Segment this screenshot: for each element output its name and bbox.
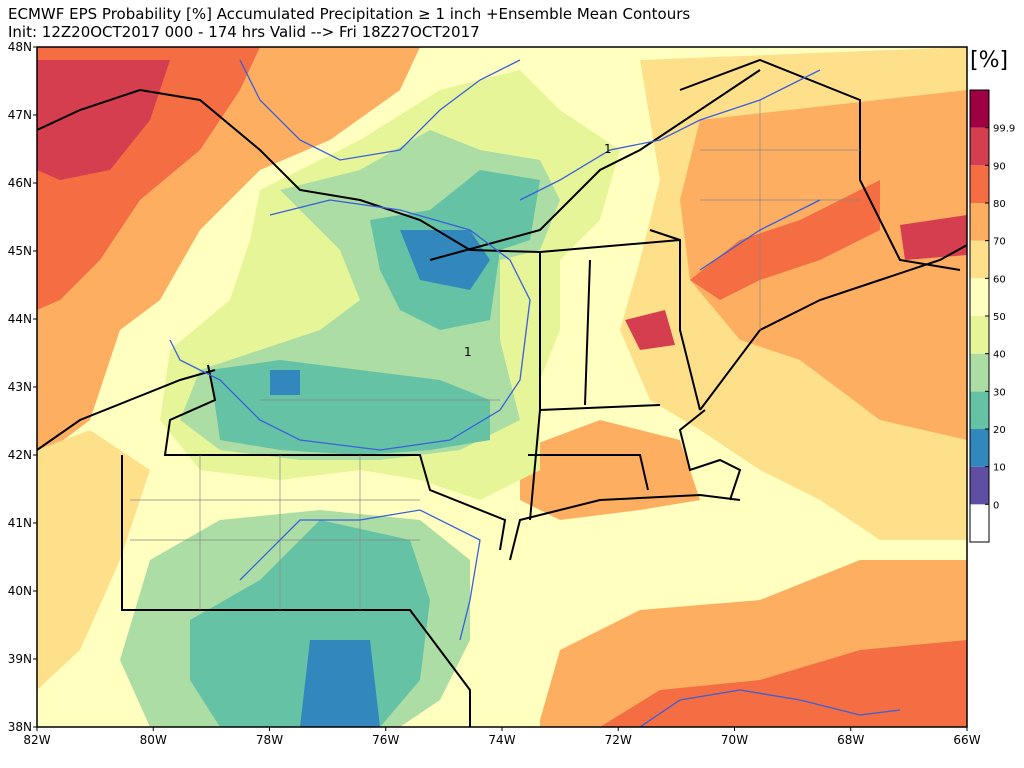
lat-label: 47N	[8, 108, 32, 122]
lat-label: 39N	[8, 652, 32, 666]
lon-label: 72W	[605, 733, 632, 747]
colorbar-segment	[970, 504, 989, 542]
lon-label: 74W	[488, 733, 515, 747]
title-line-2: Init: 12Z20OCT2017 000 - 174 hrs Valid -…	[8, 23, 480, 41]
colorbar-tick-label: 70	[993, 237, 1006, 248]
colorbar-segment	[970, 466, 989, 505]
colorbar-segment	[970, 278, 989, 316]
colorbar-tick-label: 20	[993, 425, 1006, 436]
lon-label: 76W	[372, 733, 399, 747]
lat-label: 46N	[8, 176, 32, 190]
lat-label: 42N	[8, 448, 32, 462]
lat-label: 48N	[8, 40, 32, 54]
colorbar-tick-label: 90	[993, 161, 1006, 172]
probability-field: 1 1	[37, 47, 967, 727]
contour-label: 1	[464, 345, 472, 359]
lat-label: 43N	[8, 380, 32, 394]
lat-label: 44N	[8, 312, 32, 326]
axes: 82W 80W 78W 76W 74W 72W 70W 68W 66W 48N 47N 46N 45N 4…	[8, 40, 981, 747]
colorbar-tick-label: 40	[993, 350, 1006, 361]
colorbar-tick-label: 0	[993, 500, 999, 511]
colorbar-tick-label: 50	[993, 312, 1006, 323]
colorbar-segment	[970, 240, 989, 279]
colorbar-segment	[970, 90, 989, 128]
title-line-1: ECMWF EPS Probability [%] Accumulated Pr…	[8, 5, 690, 23]
lon-label: 70W	[721, 733, 748, 747]
lat-label: 38N	[8, 720, 32, 734]
lat-label: 45N	[8, 244, 32, 258]
colorbar-tick-label: 10	[993, 463, 1006, 474]
lat-label: 41N	[8, 516, 32, 530]
colorbar-segment	[970, 353, 989, 392]
lon-label: 80W	[140, 733, 167, 747]
colorbar-segment	[970, 165, 989, 203]
colorbar-segment	[970, 391, 989, 429]
lon-label: 66W	[953, 733, 980, 747]
lat-label: 40N	[8, 584, 32, 598]
colorbar-label: [%]	[970, 48, 1008, 73]
colorbar-segment	[970, 316, 989, 354]
contour-label: 1	[604, 142, 612, 156]
lon-label: 78W	[256, 733, 283, 747]
colorbar: 0 10 20 30 40 50 60 70 80 90 99.9	[969, 89, 1015, 543]
colorbar-tick-label: 60	[993, 274, 1006, 285]
colorbar-segment	[970, 203, 989, 241]
lon-label: 82W	[23, 733, 50, 747]
lon-label: 68W	[837, 733, 864, 747]
colorbar-tick-label: 99.9	[993, 124, 1015, 135]
colorbar-tick-label: 80	[993, 199, 1006, 210]
colorbar-segment	[970, 429, 989, 467]
colorbar-tick-label: 30	[993, 387, 1006, 398]
colorbar-segment	[970, 127, 989, 166]
